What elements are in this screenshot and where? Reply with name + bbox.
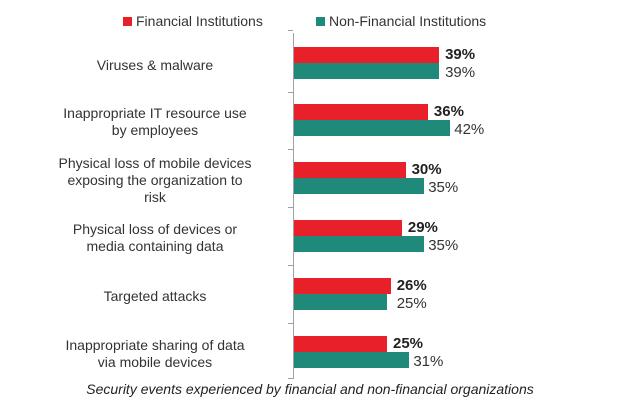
category-label: Physical loss of mobile devices exposing … bbox=[30, 155, 280, 206]
category-label-line: Physical loss of mobile devices bbox=[58, 154, 252, 171]
bar-financial bbox=[294, 278, 391, 294]
legend-swatch-non-financial-icon bbox=[316, 16, 325, 26]
category-label-line: Targeted attacks bbox=[103, 287, 207, 304]
bar-financial bbox=[294, 336, 387, 352]
category-label-line: Viruses & malware bbox=[96, 56, 214, 73]
value-label-non-financial: 35% bbox=[428, 179, 459, 196]
category-label-line: risk bbox=[144, 188, 166, 205]
category-label-line: media containing data bbox=[86, 238, 224, 254]
value-label-non-financial: 39% bbox=[445, 64, 476, 81]
legend-swatch-financial-icon bbox=[123, 16, 132, 26]
category-label-line: Inappropriate sharing of data bbox=[65, 337, 245, 353]
axis-tick bbox=[288, 149, 293, 150]
bar-non-financial bbox=[294, 120, 451, 136]
bar-group-row: Viruses & malware 39% 39% bbox=[0, 44, 620, 101]
axis-tick bbox=[288, 265, 293, 266]
axis-tick bbox=[288, 207, 293, 208]
legend: Financial Institutions Non-Financial Ins… bbox=[0, 13, 620, 33]
category-label-line: Physical loss of devices or bbox=[72, 221, 238, 237]
value-label-financial: 30% bbox=[411, 161, 442, 178]
bar-group-row: Targeted attacks 26% 25% bbox=[0, 275, 620, 332]
bar-group-row: Inappropriate IT resource use by employee… bbox=[0, 101, 620, 158]
category-label: Physical loss of devices or media contain… bbox=[30, 221, 280, 255]
value-label-non-financial: 35% bbox=[428, 237, 459, 254]
bar-non-financial bbox=[294, 236, 425, 252]
category-label-line: by employees bbox=[111, 122, 199, 138]
category-label-line: Inappropriate IT resource use bbox=[63, 105, 247, 121]
legend-item-non-financial: Non-Financial Institutions bbox=[316, 13, 486, 29]
bar-non-financial bbox=[294, 178, 425, 194]
value-label-financial: 36% bbox=[433, 103, 464, 120]
value-label-non-financial: 25% bbox=[396, 295, 427, 312]
bar-group-row: Physical loss of mobile devices exposing … bbox=[0, 155, 620, 216]
legend-label-financial: Financial Institutions bbox=[136, 13, 263, 29]
axis-tick bbox=[288, 323, 293, 324]
value-label-financial: 29% bbox=[407, 219, 438, 236]
bar-financial bbox=[294, 47, 440, 63]
category-label: Inappropriate IT resource use by employee… bbox=[30, 105, 280, 139]
legend-item-financial: Financial Institutions bbox=[123, 13, 263, 29]
category-label: Inappropriate sharing of data via mobile … bbox=[30, 337, 280, 371]
value-label-non-financial: 31% bbox=[413, 353, 444, 370]
axis-tick bbox=[288, 92, 293, 93]
bar-group-row: Inappropriate sharing of data via mobile … bbox=[0, 333, 620, 390]
bar-financial bbox=[294, 104, 428, 120]
bar-financial bbox=[294, 220, 402, 236]
category-label: Viruses & malware bbox=[30, 57, 280, 74]
bar-non-financial bbox=[294, 352, 410, 368]
y-axis-line bbox=[293, 33, 294, 379]
category-label: Targeted attacks bbox=[30, 288, 280, 305]
bar-financial bbox=[294, 162, 406, 178]
bar-non-financial bbox=[294, 63, 440, 79]
value-label-financial: 26% bbox=[396, 277, 427, 294]
axis-tick bbox=[288, 30, 293, 31]
category-label-line: exposing the organization to bbox=[67, 171, 243, 188]
axis-tick bbox=[288, 378, 293, 379]
chart-caption: Security events experienced by financial… bbox=[86, 381, 534, 397]
category-label-line: via mobile devices bbox=[97, 354, 213, 370]
value-label-non-financial: 42% bbox=[454, 121, 485, 138]
bar-group-row: Physical loss of devices or media contain… bbox=[0, 217, 620, 274]
value-label-financial: 25% bbox=[393, 335, 424, 352]
bar-non-financial bbox=[294, 294, 387, 310]
value-label-financial: 39% bbox=[445, 46, 476, 63]
legend-label-non-financial: Non-Financial Institutions bbox=[329, 13, 487, 29]
